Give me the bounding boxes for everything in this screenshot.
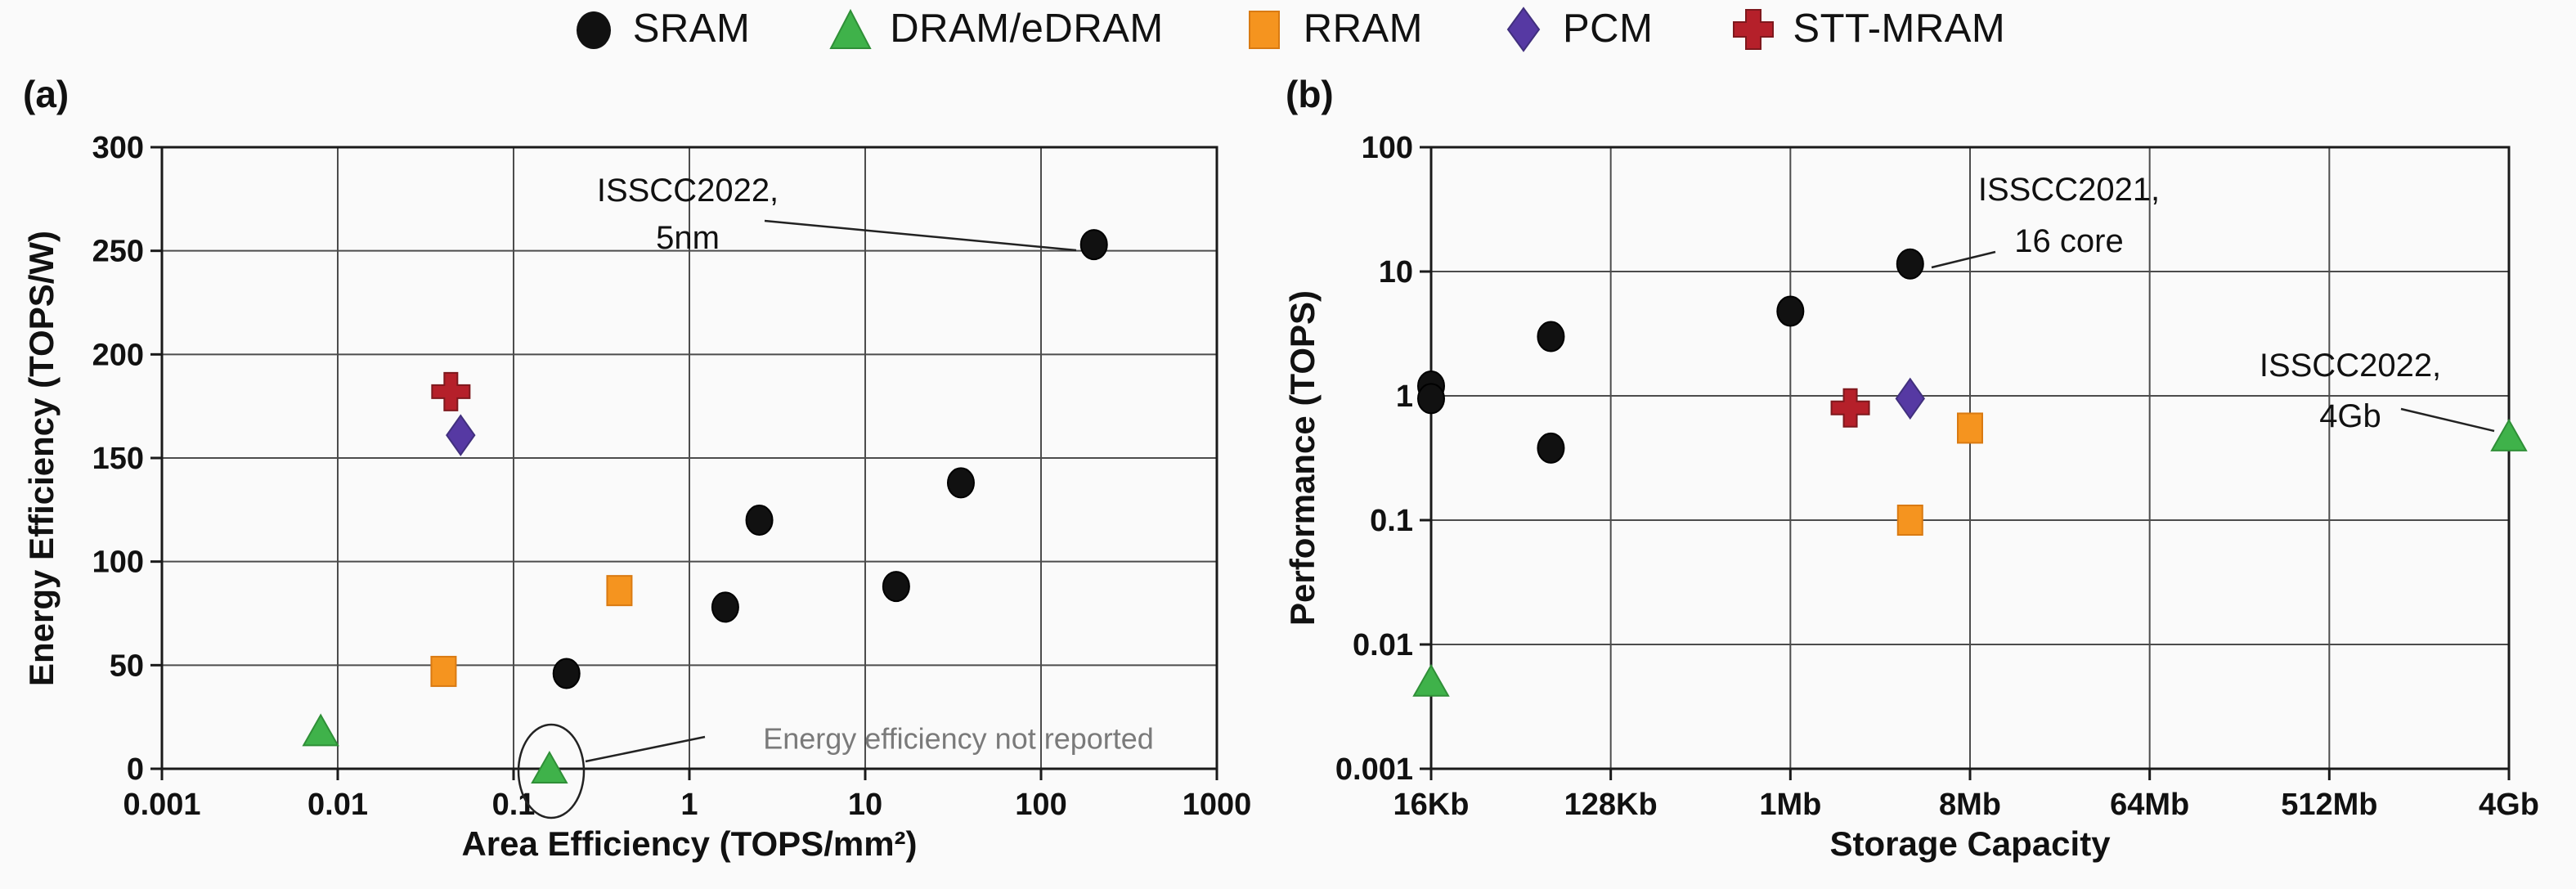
x-tick-label: 128Kb	[1564, 788, 1658, 822]
data-point-circle	[1537, 321, 1565, 352]
annotation-arrow	[2400, 407, 2495, 433]
data-point-triangle	[2490, 418, 2528, 451]
y-tick-label: 250	[92, 235, 144, 269]
x-axis-title-b: Storage Capacity	[1829, 824, 2111, 863]
data-point-triangle	[531, 750, 568, 783]
data-point-square	[606, 575, 633, 607]
legend-item-rram: RRAM	[1241, 2, 1423, 55]
data-point-circle	[946, 467, 975, 499]
pcm-diamond-icon	[1506, 7, 1541, 52]
plot-panel-a: 0.001 0.01 0.1 1 10 100 1000050100150200250300…	[92, 131, 1252, 822]
legend-item-dram: DRAM/eDRAM	[828, 2, 1163, 55]
data-point-triangle	[1412, 663, 1450, 697]
legend-label-sram: SRAM	[632, 7, 751, 51]
annotation-text-isscc2021-16core: 16 core	[2014, 223, 2123, 259]
plot-frame	[1429, 146, 2511, 770]
legend-label-pcm: PCM	[1563, 7, 1654, 51]
data-point-cross	[1830, 388, 1870, 428]
data-point-square	[1957, 412, 1983, 444]
annotation-arrow	[1931, 250, 1996, 269]
plot-frame	[160, 146, 1218, 770]
y-tick-label: 100	[1362, 131, 1413, 165]
x-tick-label: 4Gb	[2479, 788, 2539, 822]
y-tick-label: 200	[92, 338, 144, 372]
y-tick-label: 150	[92, 442, 144, 476]
data-point-triangle	[302, 713, 339, 747]
data-point-circle	[552, 658, 581, 689]
data-point-circle	[1417, 383, 1445, 415]
x-tick-label: 0.01	[307, 788, 368, 822]
x-tick-label: 100	[1015, 788, 1066, 822]
x-tick-label: 0.001	[123, 788, 200, 822]
x-axis-title-a: Area Efficiency (TOPS/mm²)	[461, 824, 918, 863]
legend-item-sttmram: STT-MRAM	[1730, 2, 2005, 55]
data-point-diamond	[446, 414, 476, 456]
y-tick-label: 0	[127, 752, 144, 787]
x-tick-label: 1Mb	[1759, 788, 1821, 822]
legend-item-pcm: PCM	[1501, 2, 1653, 55]
data-point-circle	[882, 571, 910, 603]
legend-label-dram: DRAM/eDRAM	[890, 7, 1164, 51]
x-tick-label: 1000	[1183, 788, 1252, 822]
y-tick-label: 0.001	[1335, 752, 1413, 787]
panel-label-a: (a)	[23, 73, 70, 115]
annotation-text-isscc2022-5nm: ISSCC2022,	[597, 173, 779, 209]
data-point-circle	[1896, 248, 1924, 280]
annotation-text-isscc2022-4gb: ISSCC2022,	[2260, 348, 2441, 384]
y-tick-label: 50	[110, 649, 144, 683]
y-tick-label: 0.01	[1353, 628, 1413, 662]
legend-label-sttmram: STT-MRAM	[1793, 7, 2006, 51]
y-tick-label: 1	[1396, 379, 1413, 414]
dram-triangle-icon	[829, 8, 872, 49]
data-point-square	[430, 655, 457, 687]
y-tick-label: 0.1	[1370, 504, 1413, 538]
x-tick-label: 512Mb	[2281, 788, 2377, 822]
chart-legend: SRAM DRAM/eDRAM RRAM PCM STT-MRAM	[0, 0, 2576, 57]
data-point-square	[1896, 505, 1923, 536]
data-point-circle	[745, 505, 774, 536]
plot-panel-b: 16Kb 128Kb 1Mb 8Mb 64Mb 512Mb 4Gb 0.001 0.01 0.1 1…	[1335, 131, 2539, 822]
legend-label-rram: RRAM	[1303, 7, 1423, 51]
x-tick-label: 10	[848, 788, 882, 822]
annotation-text-isscc2022-4gb: 4Gb	[2319, 398, 2381, 434]
y-axis-title-b: Performance (TOPS)	[1283, 290, 1322, 626]
data-point-circle	[1537, 432, 1565, 464]
rram-square-icon	[1248, 11, 1280, 49]
x-tick-label: 1	[680, 788, 698, 822]
x-tick-label: 64Mb	[2110, 788, 2189, 822]
data-point-circle	[1079, 229, 1108, 261]
panel-label-b: (b)	[1286, 73, 1334, 115]
annotation-text-not-reported: Energy efficiency not reported	[763, 722, 1154, 756]
annotation-arrow	[764, 219, 1077, 252]
data-point-circle	[711, 591, 739, 623]
annotation-arrow	[585, 735, 706, 763]
annotation-ellipse	[517, 723, 586, 819]
stt-mram-cross-icon	[1733, 9, 1775, 50]
legend-item-sram: SRAM	[571, 2, 751, 55]
sram-circle-icon	[576, 11, 611, 49]
data-point-diamond	[1895, 377, 1926, 420]
annotation-text-isscc2022-5nm: 5nm	[656, 220, 720, 256]
annotation-text-isscc2021-16core: ISSCC2021,	[1978, 172, 2160, 208]
x-tick-label: 16Kb	[1393, 788, 1470, 822]
x-tick-label: 8Mb	[1939, 788, 2001, 822]
y-axis-title-a: Energy Efficiency (TOPS/W)	[22, 230, 61, 686]
y-tick-label: 10	[1379, 255, 1413, 290]
data-point-circle	[1776, 295, 1805, 327]
y-tick-label: 300	[92, 131, 144, 165]
y-tick-label: 100	[92, 546, 144, 580]
data-point-cross	[431, 371, 471, 411]
